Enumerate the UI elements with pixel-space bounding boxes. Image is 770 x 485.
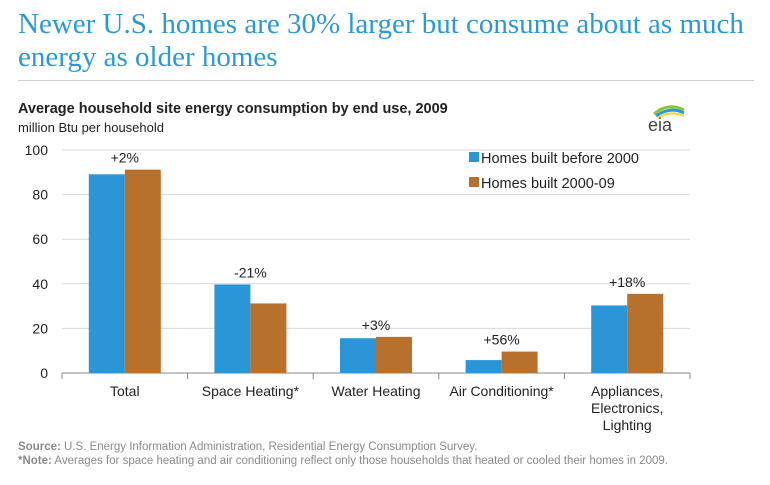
y-tick-label: 60 (32, 231, 48, 247)
source-line: Source: U.S. Energy Information Administ… (18, 440, 668, 454)
legend-label: Homes built before 2000 (481, 151, 639, 167)
note-text: Averages for space heating and air condi… (51, 455, 668, 467)
x-category-label: Lighting (603, 417, 652, 433)
y-tick-label: 100 (25, 142, 49, 158)
x-category-label: Electronics, (591, 400, 663, 416)
bar-before-2000 (214, 284, 251, 373)
change-label: +3% (362, 317, 390, 333)
eia-logo: eia (648, 105, 685, 135)
y-tick-label: 20 (32, 320, 48, 336)
bar-2000-09 (627, 293, 664, 373)
change-label: -21% (234, 264, 267, 280)
legend-swatch (469, 152, 479, 162)
y-tick-label: 80 (32, 187, 48, 203)
x-category-label: Total (110, 383, 140, 399)
bar-2000-09 (501, 351, 538, 373)
bar-before-2000 (340, 338, 376, 373)
legend-label: Homes built 2000-09 (481, 176, 615, 192)
bar-chart: 0 20 40 60 80 100 +2% Total -21% Space Heating* +3… (25, 142, 691, 433)
x-category-label: Air Conditioning* (449, 383, 554, 399)
divider (18, 80, 754, 81)
y-tick-label: 40 (32, 276, 48, 292)
footer: Source: U.S. Energy Information Administ… (18, 440, 668, 468)
y-tick-label: 0 (40, 365, 48, 381)
note-line: *Note: Averages for space heating and ai… (18, 454, 668, 468)
y-axis-unit: million Btu per household (18, 120, 164, 135)
source-label: Source: (18, 441, 61, 453)
x-category-label: Water Heating (332, 383, 421, 399)
bar-before-2000 (88, 174, 125, 373)
change-label: +56% (483, 332, 519, 348)
headline: Newer U.S. homes are 30% larger but cons… (18, 8, 744, 73)
x-category-label: Space Heating* (202, 383, 300, 399)
svg-text:eia: eia (648, 115, 673, 135)
source-text: U.S. Energy Information Administration, … (60, 441, 478, 453)
bar-2000-09 (124, 169, 161, 373)
change-label: +2% (111, 150, 139, 166)
bar-before-2000 (591, 305, 628, 373)
change-label: +18% (609, 274, 645, 290)
legend-swatch (469, 177, 479, 187)
bar-before-2000 (465, 360, 502, 373)
chart-title: Average household site energy consumptio… (18, 101, 448, 117)
x-category-label: Appliances, (591, 383, 663, 399)
note-label: *Note: (18, 455, 52, 467)
bar-2000-09 (376, 336, 412, 373)
bar-2000-09 (250, 303, 287, 373)
